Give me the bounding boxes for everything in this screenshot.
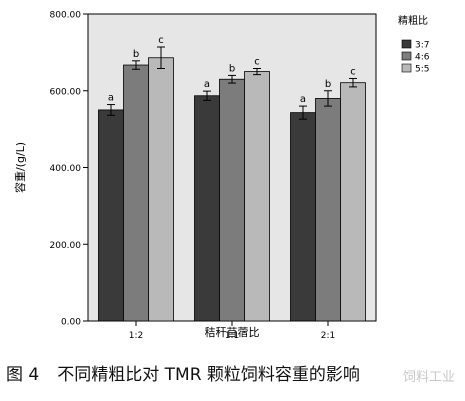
chart: 0.00 200.00 400.00 600.00 800.00 容重/(g/L) a b c 1…	[13, 11, 430, 341]
bar-significance-label: a	[204, 79, 210, 90]
watermark: 饲料工业	[402, 370, 455, 385]
bar	[148, 57, 174, 322]
bar	[290, 112, 316, 322]
bar-significance-label: c	[254, 56, 260, 67]
x-axis-label: 秸秆苜蓿比	[205, 325, 260, 339]
legend-swatch	[401, 63, 412, 73]
bar	[244, 71, 270, 322]
bar-significance-label: b	[325, 79, 331, 90]
y-tick-label: 0.00	[61, 318, 81, 328]
x-tick-label: 1:1	[225, 331, 239, 340]
bar	[315, 98, 341, 322]
bar	[219, 78, 245, 322]
bar-significance-label: c	[350, 66, 356, 77]
bar	[123, 64, 149, 322]
legend-swatch	[401, 39, 412, 49]
figure-caption: 图 4 不同精粗比对 TMR 颗粒饲料容重的影响	[0, 352, 465, 392]
y-axis-label: 容重/(g/L)	[13, 142, 27, 193]
x-tick-label: 2:1	[321, 331, 335, 340]
legend-label: 3:7	[415, 41, 429, 51]
bar	[340, 82, 366, 322]
figure-number: 图 4	[6, 364, 40, 385]
legend-swatch	[401, 51, 412, 61]
legend-label: 5:5	[415, 65, 429, 75]
bar-significance-label: a	[108, 93, 114, 104]
y-tick-label: 400.00	[50, 164, 82, 174]
legend-title: 精粗比	[398, 14, 428, 27]
bar	[98, 109, 124, 322]
y-tick-label: 800.00	[50, 11, 82, 21]
bar-significance-label: c	[158, 35, 164, 46]
y-tick-label: 200.00	[50, 241, 82, 251]
x-tick-label: 1:2	[129, 331, 143, 340]
legend-label: 4:6	[415, 53, 430, 63]
bar	[194, 95, 220, 322]
bar-chart-svg: 0.00 200.00 400.00 600.00 800.00 容重/(g/L) a b c 1…	[13, 11, 430, 341]
bar-significance-label: b	[229, 63, 235, 74]
bar-significance-label: a	[300, 94, 306, 105]
figure-caption-text: 不同精粗比对 TMR 颗粒饲料容重的影响	[57, 364, 360, 385]
y-tick-label: 600.00	[50, 87, 82, 97]
bar-significance-label: b	[133, 49, 139, 60]
